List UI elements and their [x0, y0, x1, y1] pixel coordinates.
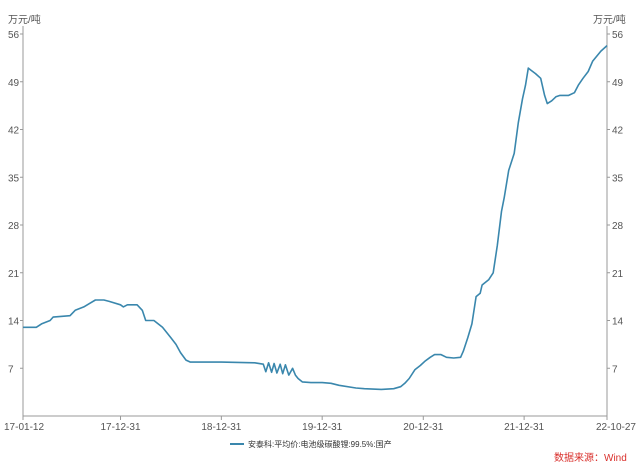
y-tick-label-right: 35 — [612, 173, 624, 184]
y-tick-label-right: 7 — [612, 364, 618, 375]
y-tick-label-left: 56 — [8, 30, 20, 41]
data-source-note: 数据来源：Wind — [554, 453, 627, 464]
x-tick-label: 18-12-31 — [201, 422, 241, 433]
x-tick-label: 20-12-31 — [403, 422, 443, 433]
axes — [20, 26, 610, 420]
series-layer — [23, 45, 608, 391]
y-tick-label-right: 21 — [612, 269, 624, 280]
y-tick-label-left: 35 — [8, 173, 20, 184]
legend: 安泰科:平均价:电池级碳酸锂:99.5%:国产 — [230, 439, 392, 449]
x-tick-label: 19-12-31 — [302, 422, 342, 433]
y-tick-label-left: 42 — [8, 126, 20, 137]
series-line — [23, 45, 608, 391]
y-tick-label-right: 56 — [612, 30, 624, 41]
y-tick-label-left: 49 — [8, 78, 20, 89]
y-tick-label-left: 21 — [8, 269, 20, 280]
x-tick-label: 17-12-31 — [101, 422, 141, 433]
x-tick-label: 22-10-27 — [596, 422, 636, 433]
y-tick-label-left: 28 — [8, 221, 20, 232]
y-tick-label-right: 49 — [612, 78, 624, 89]
x-tick-label: 21-12-31 — [504, 422, 544, 433]
x-tick-label: 17-01-12 — [4, 422, 44, 433]
y-tick-label-left: 7 — [8, 364, 14, 375]
y-tick-label-right: 28 — [612, 221, 624, 232]
y-tick-label-right: 14 — [612, 317, 624, 328]
y-tick-label-right: 42 — [612, 126, 624, 137]
y-tick-label-left: 14 — [8, 317, 20, 328]
legend-label: 安泰科:平均价:电池级碳酸锂:99.5%:国产 — [248, 439, 392, 449]
tick-labels: 7 7 14 14 21 21 28 28 35 35 42 42 49 49 56 56 17-01-12 17… — [4, 30, 636, 433]
y-axis-unit-left: 万元/吨 — [8, 15, 41, 26]
y-axis-unit-right: 万元/吨 — [593, 15, 626, 26]
